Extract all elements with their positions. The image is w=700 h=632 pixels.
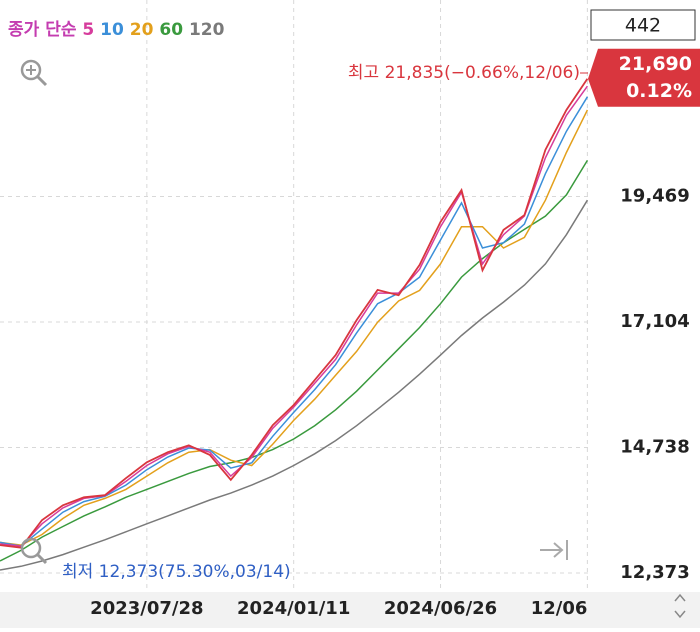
price-tag-change: 0.12% bbox=[626, 80, 692, 102]
count-text: 442 bbox=[625, 15, 661, 37]
count-box bbox=[590, 9, 696, 41]
price-line bbox=[0, 78, 589, 549]
high-annotation: 최고 21,835(−0.66%,12/06) bbox=[348, 63, 580, 83]
low-annotation: 최저 12,373(75.30%,03/14) bbox=[62, 562, 291, 582]
legend-entry: 종가 단순 bbox=[8, 20, 77, 40]
legend-entry: 5 bbox=[82, 20, 94, 40]
price-tag-label: 21,690 bbox=[619, 53, 692, 75]
legend-entry: 20 bbox=[130, 20, 154, 40]
zoom-button-bottom[interactable] bbox=[20, 537, 48, 565]
y-tick-label: 19,469 bbox=[620, 186, 689, 207]
x-tick-label: 2024/06/26 bbox=[384, 598, 497, 619]
x-axis-band bbox=[0, 592, 700, 628]
ma-line bbox=[0, 109, 589, 546]
jump-to-end[interactable] bbox=[540, 540, 568, 560]
legend-entry: 60 bbox=[159, 20, 183, 40]
x-tick-label: 2023/07/28 bbox=[90, 598, 203, 619]
scroll-toggle[interactable] bbox=[674, 593, 686, 619]
labels: 12,373 14,738 17,104 19,469 2023/07/28 2024/0… bbox=[90, 186, 690, 619]
price-tag bbox=[588, 48, 700, 107]
grid bbox=[0, 0, 590, 590]
y-tick-label: 17,104 bbox=[620, 311, 689, 332]
legend-entry: 120 bbox=[189, 20, 225, 40]
legend: 종가 단순 5 10 20 60 120 bbox=[8, 20, 225, 40]
ma-line bbox=[0, 96, 589, 547]
zoom-button[interactable] bbox=[20, 59, 48, 87]
legend-entry: 10 bbox=[100, 20, 124, 40]
x-tick-label: 12/06 bbox=[531, 598, 588, 619]
x-tick-label: 2024/01/11 bbox=[237, 598, 350, 619]
y-tick-label: 12,373 bbox=[620, 562, 689, 583]
lines bbox=[0, 72, 589, 571]
ma-line bbox=[0, 199, 589, 571]
y-tick-label: 14,738 bbox=[620, 437, 689, 458]
